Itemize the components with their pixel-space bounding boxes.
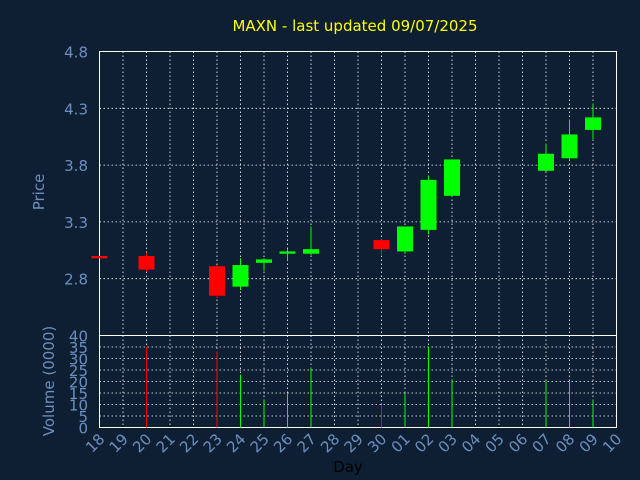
- candle-body: [138, 255, 155, 270]
- volume-grid: [99, 335, 617, 428]
- candle-body: [232, 265, 249, 287]
- candle-body: [303, 249, 319, 254]
- x-tick-label: 25: [247, 430, 273, 456]
- volume-axis-label: Volume (0000): [40, 326, 58, 436]
- volume-tick-label: 0: [78, 420, 88, 438]
- x-tick-label: 23: [200, 430, 226, 456]
- price-panel: 2.8 3.3 3.8 4.3 4.8: [64, 44, 617, 336]
- volume-tick-label: 35: [69, 339, 88, 357]
- price-tick-label: 3.3: [64, 214, 88, 232]
- x-tick-label: 09: [576, 430, 602, 456]
- x-tick-label: 24: [223, 430, 249, 456]
- x-tick-label: 30: [364, 430, 390, 456]
- candle-body: [585, 117, 601, 130]
- volume-plot-frame: [99, 335, 617, 428]
- candle-body: [397, 226, 413, 252]
- x-tick-label: 20: [129, 430, 155, 456]
- x-tick-label: 01: [388, 430, 414, 456]
- x-axis-label: Day: [333, 458, 363, 476]
- volume-bars: [146, 347, 594, 428]
- x-tick-label: 27: [294, 430, 320, 456]
- x-tick-label: 05: [482, 430, 508, 456]
- candle-body: [373, 240, 390, 250]
- x-tick-label: 04: [458, 430, 484, 456]
- x-tick-label: 19: [106, 430, 132, 456]
- x-tick-label: 10: [599, 430, 625, 456]
- volume-tick-label: 25: [69, 362, 88, 380]
- volume-tick-label: 30: [69, 351, 88, 369]
- x-tick-label: 07: [529, 430, 555, 456]
- candle-body: [444, 159, 460, 196]
- x-tick-label: 06: [505, 430, 531, 456]
- x-tick-label: 26: [270, 430, 296, 456]
- x-tick-label: 29: [341, 430, 367, 456]
- candles: [91, 103, 601, 299]
- candle-body: [91, 255, 108, 259]
- x-tick-label: 28: [317, 430, 343, 456]
- x-tick-label: 03: [435, 430, 461, 456]
- price-axis-label: Price: [30, 174, 48, 211]
- x-tick-label: 22: [176, 430, 202, 456]
- candle-body: [561, 134, 578, 159]
- x-tick-label: 21: [153, 430, 179, 456]
- volume-tick-label: 40: [69, 328, 88, 346]
- price-tick-label: 3.8: [64, 157, 88, 175]
- price-tick-label: 4.8: [64, 44, 88, 62]
- candle-body: [420, 179, 437, 230]
- x-tick-label: 08: [552, 430, 578, 456]
- chart-title: MAXN - last updated 09/07/2025: [232, 17, 477, 35]
- candle-body: [538, 153, 554, 171]
- candle-body: [279, 251, 296, 254]
- price-grid: [99, 51, 617, 336]
- volume-tick-label: 20: [69, 374, 88, 392]
- candle-body: [209, 266, 225, 296]
- x-axis-ticks: 1819202122232425262728293001020304050607…: [82, 430, 625, 456]
- candle-body: [256, 259, 272, 263]
- price-y-ticks: 2.8 3.3 3.8 4.3 4.8: [64, 44, 88, 289]
- volume-tick-label: 5: [78, 408, 88, 426]
- price-tick-label: 2.8: [64, 271, 88, 289]
- x-tick-label: 02: [411, 430, 437, 456]
- price-tick-label: 4.3: [64, 100, 88, 118]
- volume-tick-label: 10: [69, 397, 88, 415]
- volume-tick-label: 15: [69, 385, 88, 403]
